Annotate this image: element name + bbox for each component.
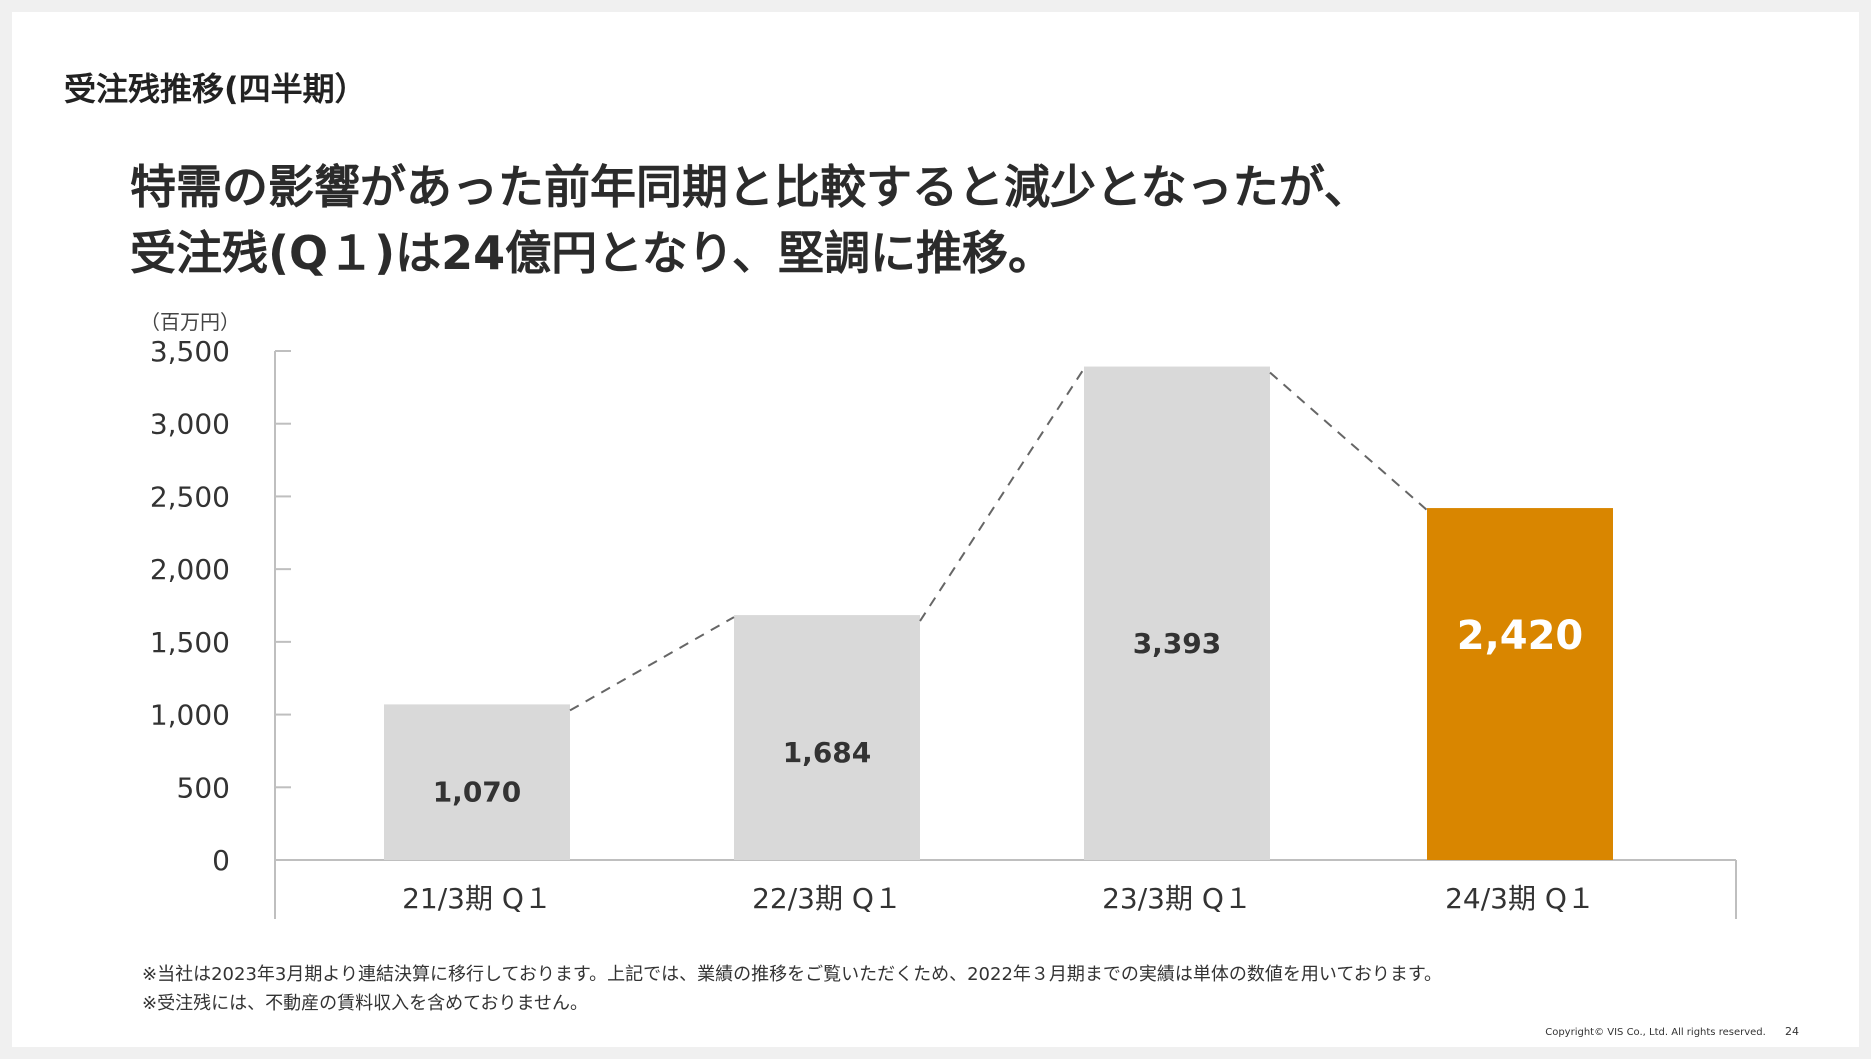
y-tick-label: 2,000: [150, 553, 230, 586]
x-tick-label: 22/3期 Q１: [752, 882, 902, 915]
chart-unit-label: （百万円）: [140, 310, 240, 334]
y-tick-label: 3,500: [150, 335, 230, 368]
bar: [1427, 508, 1613, 860]
headline-line-2: 受注残(Q１)は24億円となり、堅調に推移。: [130, 226, 1054, 280]
connector-line: [569, 616, 735, 712]
connector-line: [1269, 371, 1428, 511]
y-tick-label: 1,500: [150, 626, 230, 659]
data-label: 1,684: [783, 736, 872, 769]
footnotes: ※当社は2023年3月期より連結決算に移行しております。上記では、業績の推移をご…: [142, 960, 1442, 1018]
y-tick-label: 500: [177, 771, 230, 804]
connector-line: [919, 368, 1085, 622]
data-label: 1,070: [433, 776, 522, 809]
section-title: 受注残推移(四半期）: [64, 70, 367, 108]
copyright-footer: Copyright© VIS Co., Ltd. All rights rese…: [1545, 1025, 1799, 1038]
data-label: 3,393: [1133, 627, 1222, 660]
order-backlog-bar-chart: 0 500 1,000 1,500 2,000 2,500 3,000 3,500 1,070 2…: [150, 335, 1737, 919]
footnote-consolidation: ※当社は2023年3月期より連結決算に移行しております。上記では、業績の推移をご…: [142, 964, 1443, 985]
slide: 受注残推移(四半期） 特需の影響があった前年同期と比較すると減少となったが、 受…: [12, 12, 1859, 1047]
headline-line-1: 特需の影響があった前年同期と比較すると減少となったが、: [130, 160, 1370, 214]
data-label: 2,420: [1457, 613, 1584, 659]
copyright-text: Copyright© VIS Co., Ltd. All rights rese…: [1545, 1027, 1766, 1038]
bar: [1084, 366, 1270, 860]
x-tick-label: 21/3期 Q１: [402, 882, 552, 915]
x-tick-label: 24/3期 Q１: [1445, 882, 1595, 915]
y-tick-label: 0: [212, 844, 230, 877]
y-tick-label: 3,000: [150, 408, 230, 441]
footnote-backlog-scope: ※受注残には、不動産の賃料収入を含めておりません。: [142, 993, 588, 1014]
bar: [384, 704, 570, 860]
headline: 特需の影響があった前年同期と比較すると減少となったが、 受注残(Q１)は24億円…: [130, 154, 1370, 286]
y-tick-label: 1,000: [150, 699, 230, 732]
page-number: 24: [1785, 1025, 1799, 1038]
y-tick-label: 2,500: [150, 480, 230, 513]
bar: [734, 615, 920, 860]
x-tick-label: 23/3期 Q１: [1102, 882, 1252, 915]
